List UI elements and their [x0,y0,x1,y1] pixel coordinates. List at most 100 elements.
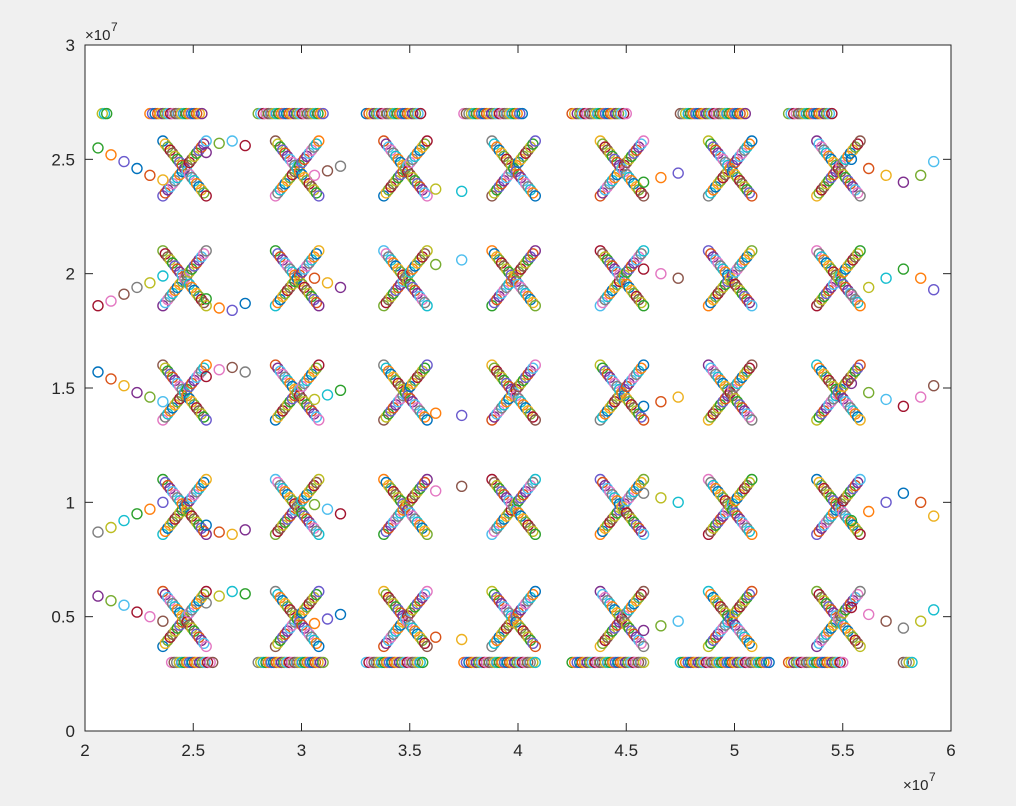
data-point [421,135,433,147]
data-point [419,411,431,423]
data-point [635,411,647,423]
data-point [313,473,325,486]
data-point [131,162,143,175]
data-point [100,107,113,120]
data-point [105,373,117,385]
data-point [897,622,910,634]
data-point [672,496,684,508]
data-point [131,606,143,618]
data-point [672,272,684,284]
y-tick-label: 2 [66,265,75,284]
data-point [198,187,210,199]
x-exponent-power: 7 [929,770,936,784]
data-point [313,135,325,147]
data-point [655,268,667,280]
data-point [637,414,650,426]
data-point [516,107,528,120]
data-point [421,359,433,371]
data-point [928,284,940,296]
data-point [635,637,647,649]
data-point [198,362,210,374]
data-point [157,174,169,186]
data-point [527,248,539,260]
data-point [746,640,758,653]
data-point [308,169,321,182]
data-point [157,615,169,627]
data-point [746,414,758,426]
data-point [845,377,858,390]
data-point [430,183,442,195]
data-point [239,524,251,536]
data-point [200,135,212,147]
data-point [92,590,104,602]
data-point [746,190,758,202]
data-point [635,296,647,309]
y-tick-label: 0.5 [51,608,75,627]
data-point [620,107,632,120]
data-point [414,107,427,120]
data-point [313,300,325,312]
data-point [321,613,334,625]
data-point [310,476,323,489]
data-point [118,155,130,168]
data-point [239,366,251,378]
data-point [421,585,433,598]
y-exponent-power: 7 [111,20,118,34]
data-point [845,601,858,614]
x-tick-label: 6 [946,741,955,760]
data-point [213,526,225,538]
data-point [880,169,892,182]
data-point [852,411,864,423]
data-point [637,528,650,540]
data-point [637,640,650,653]
data-point [739,107,751,120]
data-point [529,245,541,257]
data-point [430,258,442,271]
data-point [419,248,431,260]
data-point [421,473,433,486]
data-point [743,296,756,309]
data-point [637,473,650,486]
data-point [743,525,756,537]
data-point [313,414,325,426]
data-point [419,637,431,649]
data-point [421,528,433,540]
data-point [105,149,117,161]
x-tick-label: 3.5 [398,741,422,760]
data-point [105,521,117,534]
data-point [334,508,347,520]
data-point [308,272,321,284]
data-point [419,525,431,537]
data-point [213,137,225,150]
data-point [637,300,650,312]
data-point [852,525,864,537]
x-tick-label: 4 [513,741,522,760]
data-point [239,588,251,600]
data-point [915,272,927,284]
data-point [915,615,927,627]
data-point [845,514,858,527]
data-point [198,637,210,649]
data-point [419,187,431,199]
data-point [334,281,347,294]
data-point [200,300,212,312]
data-point [529,528,541,540]
y-axis: 0 0.5 1 1.5 2 2.5 3 [51,36,951,741]
data-point [456,185,468,198]
data-point [527,362,539,374]
data-point [854,300,866,312]
data-point [880,393,892,406]
x-exponent-base: ×10 [903,777,928,794]
data-point [655,171,667,184]
data-point [308,617,321,630]
x-tick-label: 2 [80,741,89,760]
data-point [118,599,130,611]
data-point [157,396,169,408]
data-point [430,631,442,643]
data-point [529,585,541,598]
data-point [239,297,251,310]
data-point [200,293,212,305]
data-point [131,386,143,399]
data-point [897,176,910,188]
data-point [200,190,212,202]
